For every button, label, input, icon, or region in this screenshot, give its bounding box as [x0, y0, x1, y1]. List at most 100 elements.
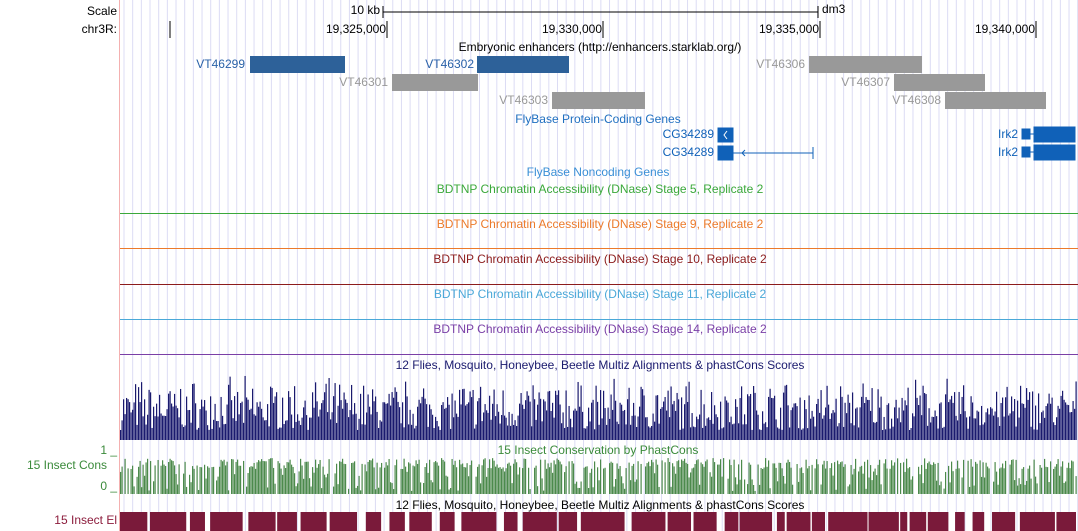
- signal-bar: [970, 459, 972, 494]
- signal-bar: [1044, 458, 1046, 494]
- signal-bar: [948, 402, 950, 440]
- signal-bar: [427, 472, 429, 494]
- signal-bar: [736, 406, 738, 440]
- signal-bar: [655, 459, 657, 494]
- signal-bar: [342, 458, 344, 494]
- track-label[interactable]: 15 Insect Cons: [27, 458, 107, 472]
- signal-bar: [922, 385, 924, 440]
- enhancer-label[interactable]: VT46306: [756, 57, 805, 71]
- element-block: [693, 512, 717, 531]
- signal-bar: [738, 423, 740, 440]
- signal-bar: [541, 421, 543, 440]
- signal-bar: [729, 459, 731, 494]
- signal-bar: [591, 468, 593, 494]
- signal-bar: [643, 395, 645, 440]
- signal-bar: [715, 414, 717, 440]
- signal-bar: [306, 415, 308, 440]
- signal-bar: [562, 412, 564, 440]
- signal-bar: [292, 427, 294, 440]
- enhancer-label[interactable]: VT46307: [841, 75, 890, 89]
- gene-label[interactable]: CG34289: [663, 145, 715, 159]
- signal-bar: [838, 423, 840, 440]
- signal-bar: [637, 461, 639, 494]
- signal-bar: [309, 478, 311, 494]
- signal-bar: [624, 409, 626, 440]
- signal-bar: [138, 466, 140, 494]
- signal-bar: [676, 392, 678, 440]
- element-block: [149, 512, 187, 531]
- signal-bar: [130, 412, 132, 440]
- signal-bar: [186, 396, 188, 440]
- enhancer-label[interactable]: VT46302: [425, 57, 474, 71]
- signal-bar: [648, 461, 650, 494]
- element-block: [811, 512, 825, 531]
- signal-bar: [775, 467, 777, 494]
- signal-bar: [198, 489, 200, 494]
- axis-max: 1 _: [100, 443, 117, 457]
- enhancer-label[interactable]: VT46303: [499, 93, 548, 107]
- signal-bar: [966, 417, 968, 440]
- signal-bar: [732, 424, 734, 440]
- signal-bar: [172, 406, 174, 440]
- signal-bar: [814, 468, 816, 494]
- signal-bar: [448, 404, 450, 440]
- signal-bar: [601, 418, 603, 440]
- signal-bar: [313, 472, 315, 494]
- signal-bar: [408, 424, 410, 440]
- signal-bar: [283, 424, 285, 440]
- enhancer-label[interactable]: VT46308: [892, 93, 941, 107]
- signal-bar: [412, 413, 414, 440]
- signal-bar: [361, 463, 363, 494]
- signal-bar: [529, 489, 531, 494]
- signal-bar: [918, 405, 920, 440]
- signal-bar: [745, 424, 747, 440]
- signal-bar: [264, 420, 266, 440]
- signal-bar: [874, 468, 876, 494]
- signal-bar: [163, 464, 165, 494]
- signal-bar: [750, 464, 752, 494]
- signal-bar: [622, 483, 624, 494]
- signal-bar: [592, 487, 594, 494]
- enhancer-label[interactable]: VT46301: [339, 75, 388, 89]
- signal-bar: [646, 417, 648, 440]
- signal-bar: [573, 410, 575, 440]
- signal-bar: [192, 466, 194, 494]
- signal-bar: [864, 403, 866, 440]
- gene-label[interactable]: Irk2: [998, 127, 1018, 141]
- gene-label[interactable]: Irk2: [998, 145, 1018, 159]
- signal-bar: [417, 463, 419, 494]
- gene-label[interactable]: CG34289: [663, 127, 715, 141]
- track-label[interactable]: 15 Insect El: [54, 513, 117, 527]
- signal-bar: [777, 481, 779, 494]
- signal-bar: [654, 421, 656, 440]
- signal-bar: [370, 460, 372, 494]
- axis-min: 0 _: [100, 479, 117, 493]
- scale-bar: [382, 6, 819, 18]
- signal-bar: [871, 388, 873, 440]
- signal-bar: [324, 392, 326, 440]
- signal-bar: [727, 402, 729, 440]
- signal-bar: [400, 468, 402, 494]
- enhancer-label[interactable]: VT46299: [196, 57, 245, 71]
- signal-bar: [466, 404, 468, 440]
- tick-label: 19,330,000: [542, 22, 602, 36]
- signal-bar: [148, 389, 150, 440]
- signal-bar: [828, 404, 830, 440]
- signal-bar: [450, 428, 452, 440]
- signal-bar: [1041, 412, 1043, 440]
- signal-bar: [757, 464, 759, 494]
- signal-bar: [810, 490, 812, 494]
- signal-bar: [532, 385, 534, 440]
- signal-bar: [360, 393, 362, 440]
- signal-bar: [1074, 408, 1076, 440]
- signal-bar: [478, 464, 480, 494]
- signal-bar: [936, 416, 938, 440]
- signal-bar: [889, 428, 891, 440]
- signal-bar: [943, 426, 945, 440]
- signal-bar: [811, 410, 813, 440]
- signal-bar: [640, 386, 642, 440]
- signal-bar: [766, 427, 768, 440]
- signal-bar: [549, 467, 551, 494]
- signal-bar: [606, 424, 608, 440]
- signal-bar: [555, 464, 557, 494]
